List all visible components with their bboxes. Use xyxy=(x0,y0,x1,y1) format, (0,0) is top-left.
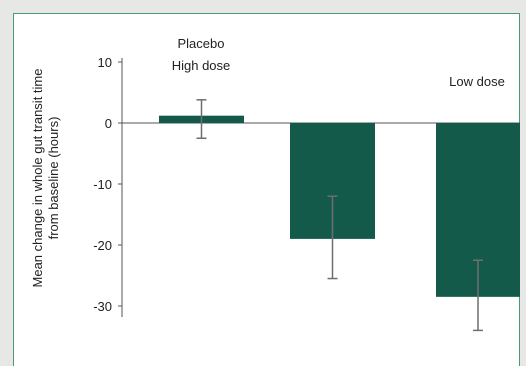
category-label: High dose xyxy=(172,58,231,73)
y-tick-label: -30 xyxy=(93,299,112,314)
error-bars xyxy=(196,99,483,332)
error-bar xyxy=(196,99,207,139)
category-labels: Placebo High dose Low dose xyxy=(172,36,505,89)
chart-panel xyxy=(13,13,520,366)
error-bar xyxy=(473,259,483,332)
y-tick-label: 0 xyxy=(105,116,112,131)
y-tick-label: 10 xyxy=(98,55,112,70)
category-label: Low dose xyxy=(449,74,505,89)
y-axis-label-line1: Mean change in whole gut transit time xyxy=(30,69,45,288)
y-tick-label: -20 xyxy=(93,238,112,253)
y-axis-label: Mean change in whole gut transit time fr… xyxy=(30,69,61,288)
bars xyxy=(159,115,520,297)
category-label: Placebo xyxy=(178,36,225,51)
y-axis-label-line2: from baseline (hours) xyxy=(46,117,61,240)
y-tick-label: -10 xyxy=(93,177,112,192)
error-bar xyxy=(327,195,338,280)
